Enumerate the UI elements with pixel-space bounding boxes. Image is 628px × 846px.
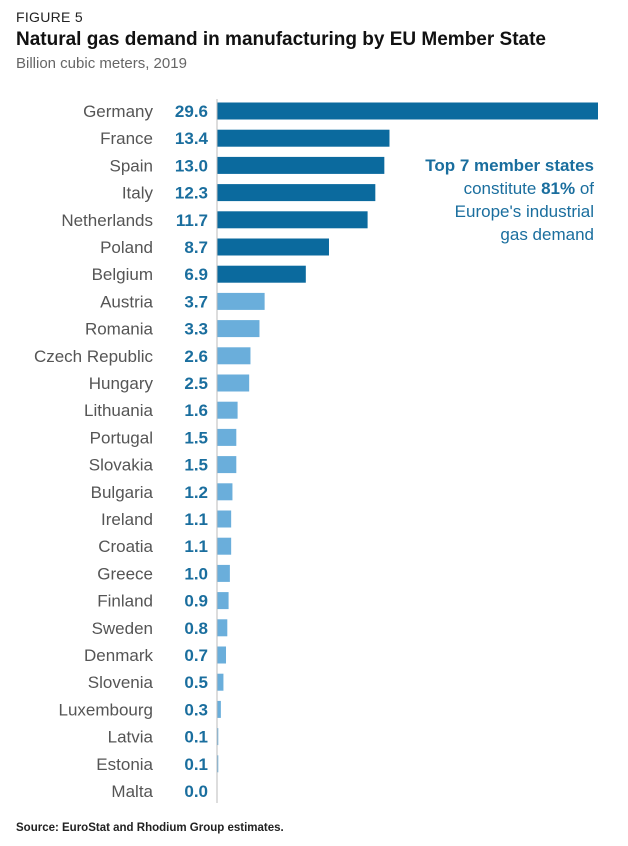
- callout-line-2: constitute 81% of: [380, 177, 594, 200]
- callout-line-3: Europe's industrial: [454, 202, 594, 221]
- bar-croatia: [217, 537, 232, 555]
- value-label-greece: 1.0: [184, 564, 208, 583]
- value-label-finland: 0.9: [184, 592, 208, 611]
- category-label-germany: Germany: [83, 102, 153, 121]
- value-label-latvia: 0.1: [184, 728, 208, 747]
- callout-line-4: gas demand: [500, 225, 594, 244]
- category-label-sweden: Sweden: [92, 619, 153, 638]
- value-label-netherlands: 11.7: [176, 211, 208, 230]
- value-label-belgium: 6.9: [184, 265, 208, 284]
- bar-bulgaria: [217, 483, 233, 501]
- value-label-bulgaria: 1.2: [184, 483, 208, 502]
- bar-greece: [217, 564, 230, 582]
- value-label-slovakia: 1.5: [184, 456, 208, 475]
- value-label-portugal: 1.5: [184, 428, 208, 447]
- bar-netherlands: [217, 211, 368, 229]
- bar-slovenia: [217, 673, 224, 691]
- bar-france: [217, 129, 390, 147]
- callout-annotation: Top 7 member states constitute 81% of Eu…: [380, 154, 594, 246]
- category-label-luxembourg: Luxembourg: [58, 700, 153, 719]
- value-label-luxembourg: 0.3: [184, 700, 208, 719]
- bar-denmark: [217, 646, 227, 664]
- category-label-italy: Italy: [122, 184, 154, 203]
- bar-austria: [217, 292, 265, 310]
- category-label-slovakia: Slovakia: [89, 456, 154, 475]
- category-label-netherlands: Netherlands: [61, 211, 153, 230]
- value-label-croatia: 1.1: [184, 537, 208, 556]
- bar-ireland: [217, 510, 232, 528]
- category-label-finland: Finland: [97, 592, 153, 611]
- callout-line-2-prefix: constitute: [463, 179, 542, 198]
- bar-finland: [217, 592, 229, 610]
- category-label-denmark: Denmark: [84, 646, 153, 665]
- category-label-france: France: [100, 129, 153, 148]
- category-label-malta: Malta: [111, 782, 153, 801]
- category-label-estonia: Estonia: [96, 755, 153, 774]
- callout-line-2-suffix: of: [575, 179, 594, 198]
- bar-italy: [217, 184, 376, 202]
- category-label-austria: Austria: [100, 292, 153, 311]
- bar-poland: [217, 238, 329, 256]
- category-label-poland: Poland: [100, 238, 153, 257]
- category-label-portugal: Portugal: [90, 428, 153, 447]
- chart-title: Natural gas demand in manufacturing by E…: [16, 29, 546, 50]
- bar-luxembourg: [217, 700, 221, 718]
- bar-slovakia: [217, 456, 237, 474]
- bar-germany: [217, 102, 598, 120]
- category-label-greece: Greece: [97, 564, 153, 583]
- bar-estonia: [217, 755, 219, 773]
- value-label-denmark: 0.7: [184, 646, 208, 665]
- bar-latvia: [217, 728, 219, 746]
- source-note: Source: EuroStat and Rhodium Group estim…: [16, 822, 284, 834]
- value-label-malta: 0.0: [184, 782, 208, 801]
- figure-label: FIGURE 5: [16, 9, 83, 25]
- value-label-italy: 12.3: [175, 184, 208, 203]
- bar-romania: [217, 320, 260, 338]
- bar-portugal: [217, 428, 237, 446]
- value-label-austria: 3.7: [184, 292, 208, 311]
- category-label-czech-republic: Czech Republic: [34, 347, 154, 366]
- callout-highlight-percent: 81%: [541, 179, 576, 198]
- value-label-slovenia: 0.5: [184, 673, 208, 692]
- value-label-poland: 8.7: [184, 238, 208, 257]
- value-label-ireland: 1.1: [184, 510, 208, 529]
- category-label-spain: Spain: [110, 156, 153, 175]
- category-label-hungary: Hungary: [89, 374, 154, 393]
- bar-hungary: [217, 374, 250, 392]
- value-label-france: 13.4: [175, 129, 209, 148]
- bar-spain: [217, 156, 385, 174]
- value-label-lithuania: 1.6: [184, 401, 208, 420]
- value-label-estonia: 0.1: [184, 755, 208, 774]
- bar-belgium: [217, 265, 306, 283]
- category-label-ireland: Ireland: [101, 510, 153, 529]
- callout-line-1: Top 7 member states: [425, 156, 594, 175]
- bar-sweden: [217, 619, 228, 637]
- value-label-germany: 29.6: [175, 102, 208, 121]
- category-label-slovenia: Slovenia: [88, 673, 154, 692]
- category-label-belgium: Belgium: [92, 265, 153, 284]
- value-label-hungary: 2.5: [184, 374, 208, 393]
- category-label-romania: Romania: [85, 320, 154, 339]
- value-label-romania: 3.3: [184, 320, 208, 339]
- chart-subtitle: Billion cubic meters, 2019: [16, 55, 187, 72]
- value-label-sweden: 0.8: [184, 619, 208, 638]
- bar-lithuania: [217, 401, 238, 419]
- bar-czech-republic: [217, 347, 251, 365]
- category-label-croatia: Croatia: [98, 537, 153, 556]
- category-label-lithuania: Lithuania: [84, 401, 154, 420]
- category-label-bulgaria: Bulgaria: [91, 483, 154, 502]
- value-label-czech-republic: 2.6: [184, 347, 208, 366]
- value-label-spain: 13.0: [175, 156, 208, 175]
- category-label-latvia: Latvia: [108, 728, 154, 747]
